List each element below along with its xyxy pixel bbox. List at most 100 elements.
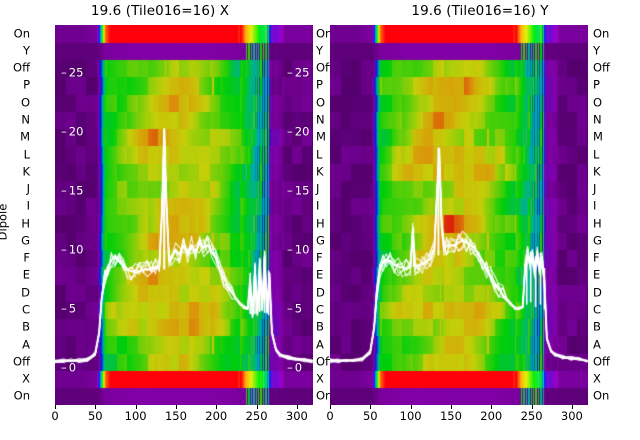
- category-tick-label: On: [593, 25, 610, 40]
- inner-ytick-label: –5: [287, 301, 316, 316]
- inner-ytick-label: –0: [61, 361, 76, 374]
- inner-ytick-label: –20: [287, 125, 316, 138]
- category-tick-label: Off: [316, 60, 333, 75]
- category-tick-label: B: [316, 319, 324, 334]
- x-tick-label: 50: [362, 409, 378, 423]
- x-tick-mark: [531, 405, 533, 409]
- inner-ytick-label: –15: [287, 182, 316, 197]
- x-tick-mark: [330, 405, 331, 409]
- panel-y-title: 19.6 (Tile016=16) Y: [411, 3, 549, 19]
- x-tick-label: 150: [439, 409, 462, 423]
- category-tick-label: M: [316, 129, 326, 144]
- category-tick-label: Y: [22, 43, 30, 58]
- category-axis-right-y: On Y Off P O N M L K J I H G F E D C B A Off X On: [590, 25, 622, 405]
- category-tick-label: N: [21, 112, 30, 127]
- category-tick-label: D: [593, 284, 602, 299]
- x-tick-label: 200: [205, 409, 228, 423]
- x-tick-label: 50: [87, 409, 103, 423]
- category-tick-label: G: [21, 233, 30, 248]
- tick-dash: –: [61, 301, 67, 316]
- x-tick-mark: [175, 405, 177, 409]
- category-tick-label: L: [593, 146, 600, 161]
- category-tick-label: G: [593, 233, 602, 248]
- heatmap-image-x: [55, 25, 313, 405]
- category-tick-label: F: [23, 250, 30, 265]
- category-tick-label: N: [593, 112, 602, 127]
- x-tick-mark: [256, 405, 258, 409]
- category-tick-label: P: [593, 77, 600, 92]
- category-tick-label: Y: [316, 43, 324, 58]
- x-tick-mark: [296, 405, 298, 409]
- category-tick-label: P: [23, 77, 30, 92]
- category-tick-label: J: [26, 181, 30, 196]
- category-tick-label: C: [593, 302, 602, 317]
- category-tick-label: P: [316, 77, 323, 92]
- inner-ytick-label: –25: [287, 64, 316, 79]
- category-tick-label: I: [26, 198, 30, 213]
- category-tick-label: Off: [13, 354, 30, 369]
- category-tick-label: D: [21, 284, 30, 299]
- category-tick-label: E: [593, 267, 601, 282]
- inner-ytick-label: –0: [287, 360, 316, 375]
- x-tick-label: 250: [520, 409, 543, 423]
- x-tick-label: 150: [164, 409, 187, 423]
- category-tick-label: O: [593, 94, 603, 109]
- x-tick-label: 300: [560, 409, 583, 423]
- x-tick-mark: [95, 405, 97, 409]
- x-tick-mark: [370, 405, 372, 409]
- tick-dash: –: [61, 242, 67, 257]
- inner-ytick-value: 15: [294, 182, 310, 197]
- category-tick-label: On: [593, 388, 610, 403]
- x-tick-mark: [55, 405, 56, 409]
- heatmap-axes-y[interactable]: [330, 25, 588, 405]
- tick-dash: –: [287, 182, 293, 197]
- category-tick-label: Off: [593, 354, 610, 369]
- category-tick-label: L: [316, 146, 323, 161]
- category-tick-label: Off: [13, 60, 30, 75]
- inner-ytick-value: 10: [294, 242, 310, 257]
- inner-ytick-label: –10: [61, 242, 83, 257]
- x-tick-mark: [571, 405, 573, 409]
- panel-x: 19.6 (Tile016=16) X Dipole On Y Off P O N M L K J…: [0, 3, 333, 423]
- category-tick-label: M: [20, 129, 30, 144]
- inner-ytick-value: 20: [68, 123, 84, 138]
- category-axis-left-x: On Y Off P O N M L K J I H G F E D C B A Off X On: [0, 25, 32, 405]
- category-tick-label: On: [316, 388, 333, 403]
- category-tick-label: O: [20, 94, 30, 109]
- category-tick-label: N: [316, 112, 325, 127]
- x-tick-label: 0: [326, 409, 334, 423]
- inner-ytick-value: 15: [68, 182, 84, 197]
- category-tick-label: Off: [593, 60, 610, 75]
- inner-ytick-value: 5: [68, 301, 77, 316]
- category-tick-label: D: [316, 284, 325, 299]
- inner-ytick-value: 25: [294, 64, 310, 79]
- x-tick-label: 200: [480, 409, 503, 423]
- category-tick-label: K: [316, 164, 324, 179]
- inner-ytick-label: –10: [287, 242, 316, 257]
- category-tick-label: M: [593, 129, 603, 144]
- tick-dash: –: [287, 64, 293, 79]
- category-tick-label: Off: [316, 354, 333, 369]
- category-tick-label: K: [22, 164, 30, 179]
- category-tick-label: E: [316, 267, 324, 282]
- x-tick-mark: [491, 405, 493, 409]
- panel-y: 19.6 (Tile016=16) Y On Y Off P O N M L K J I H G F E D C…: [320, 0, 640, 440]
- category-tick-label: F: [316, 250, 323, 265]
- tick-dash: –: [287, 301, 293, 316]
- category-tick-label: O: [316, 94, 326, 109]
- category-tick-label: A: [316, 336, 324, 351]
- x-tick-mark: [216, 405, 218, 409]
- x-tick-mark: [450, 405, 452, 409]
- category-tick-label: A: [593, 336, 601, 351]
- category-tick-label: Y: [593, 43, 601, 58]
- category-tick-label: K: [593, 164, 601, 179]
- panel-x-title: 19.6 (Tile016=16) X: [90, 3, 230, 19]
- inner-ytick-value: 0: [294, 360, 303, 375]
- category-tick-label: X: [593, 371, 601, 386]
- inner-ytick-label: –5: [61, 301, 77, 316]
- heatmap-axes-x[interactable]: [55, 25, 313, 405]
- tick-dash: –: [61, 182, 67, 197]
- tick-dash: –: [61, 123, 67, 138]
- inner-ytick-label: –20: [61, 123, 84, 138]
